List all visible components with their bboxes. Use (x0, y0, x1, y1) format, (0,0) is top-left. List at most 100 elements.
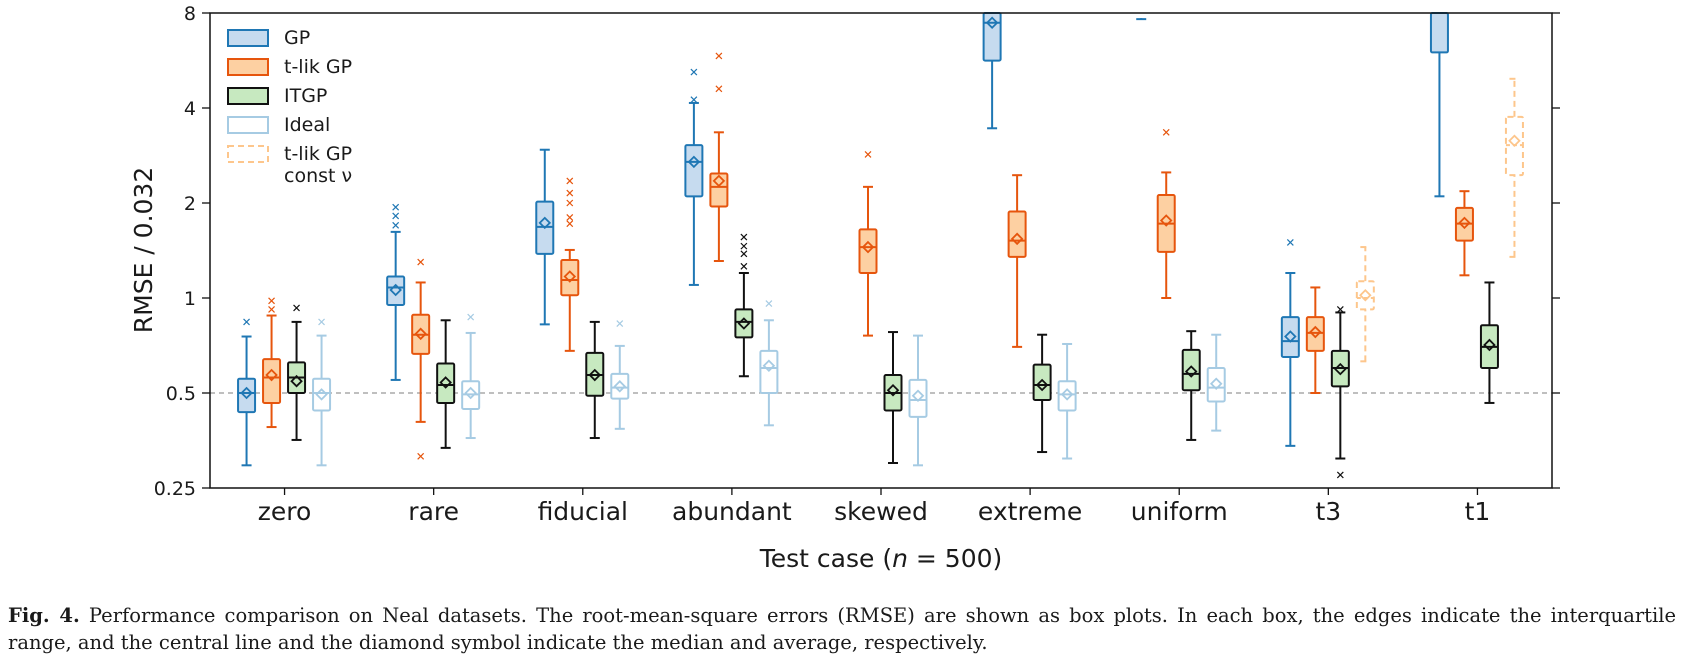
mean-diamond (762, 359, 776, 373)
box-fiducial (610, 320, 630, 430)
box-skewed (858, 151, 878, 337)
mean-diamond (1060, 388, 1074, 401)
box-extreme (982, 12, 1002, 130)
mean-diamond (1309, 325, 1322, 339)
box-t1 (1429, 12, 1449, 198)
outlier-marker (740, 250, 748, 258)
mean-diamond (911, 389, 925, 403)
x-tick-label: rare (408, 497, 459, 526)
legend-sublabel: const ν (284, 165, 352, 187)
x-tick-label: zero (258, 497, 312, 526)
box-abundant (759, 300, 779, 427)
mean-diamond (315, 388, 328, 401)
legend-swatch (227, 58, 269, 76)
mean-diamond (1483, 338, 1496, 352)
y-axis-label: RMSE / 0.032 (129, 167, 158, 334)
mean-diamond (290, 374, 303, 388)
mean-diamond (1184, 365, 1198, 378)
iqr-box (709, 172, 729, 208)
outlier-marker (1286, 239, 1294, 246)
box-zero (262, 297, 282, 429)
outlier-marker (417, 452, 425, 460)
outlier-marker (417, 258, 425, 266)
x-tick-label: t3 (1315, 497, 1341, 526)
iqr-box (1032, 363, 1052, 402)
mean-diamond (563, 270, 577, 283)
box-zero (237, 318, 257, 467)
mean-diamond (712, 174, 726, 188)
box-t3 (1305, 286, 1325, 394)
mean-diamond (389, 283, 402, 297)
caption-text: Performance comparison on Neal datasets.… (8, 604, 1676, 654)
x-tick-label: skewed (834, 497, 928, 526)
legend-label: ITGP (284, 85, 327, 107)
iqr-box (908, 378, 928, 418)
mean-diamond (1209, 377, 1223, 390)
outlier-marker (293, 304, 300, 312)
box-skewed (908, 334, 928, 467)
box-rare (386, 203, 406, 381)
series-itgp (287, 233, 1499, 479)
box-t1 (1479, 281, 1499, 404)
mean-diamond (737, 317, 751, 330)
outlier-marker (566, 220, 574, 228)
x-tick-label: abundant (672, 497, 792, 526)
box-zero (312, 318, 332, 467)
outlier-marker (566, 189, 574, 197)
mean-diamond (240, 386, 253, 400)
x-tick-label: fiducial (538, 497, 628, 526)
iqr-box (1429, 12, 1449, 54)
box-extreme (1032, 333, 1052, 454)
mean-diamond (1334, 362, 1347, 376)
box-uniform (1136, 18, 1147, 21)
outlier-marker (616, 320, 624, 327)
outlier-marker (864, 151, 872, 158)
box-uniform (1206, 333, 1226, 432)
outlier-marker (243, 318, 250, 326)
box-zero (287, 304, 307, 441)
box-skewed (883, 331, 903, 465)
mean-diamond (886, 384, 900, 397)
legend-item: t-lik GP (227, 56, 352, 78)
outlier-marker (566, 214, 574, 221)
box-t1 (1504, 77, 1524, 258)
box-abundant (734, 233, 754, 378)
mean-diamond (464, 386, 477, 400)
iqr-box (436, 362, 456, 404)
mean-diamond (538, 216, 552, 230)
box-plot-chart: 0.25 0.5 1 2 4 8 zero rare fiducial abundant skewe… (129, 3, 1560, 573)
iqr-box (560, 258, 580, 297)
outlier-marker (740, 233, 748, 241)
iqr-box (237, 377, 257, 414)
x-tick-label: uniform (1131, 497, 1228, 526)
legend-item: GP (227, 27, 310, 49)
legend-swatch (227, 29, 269, 47)
mean-diamond (1159, 214, 1173, 227)
iqr-box (1206, 367, 1226, 403)
outlier-marker (566, 199, 574, 207)
series-ideal (312, 300, 1226, 467)
outlier-marker (392, 203, 400, 211)
legend-swatch (227, 116, 269, 134)
series-t-lik-gp-const- (1355, 77, 1524, 363)
box-abundant (709, 52, 729, 262)
box-fiducial (585, 320, 605, 440)
mean-diamond (613, 380, 627, 393)
iqr-box (386, 275, 406, 307)
box-t1 (1454, 190, 1474, 277)
y-tick-label: 0.5 (166, 383, 196, 405)
mean-diamond (1035, 378, 1049, 392)
box-t3 (1280, 239, 1300, 447)
box-fiducial (535, 148, 555, 326)
y-tick-label: 1 (184, 288, 196, 310)
outlier-marker (467, 313, 475, 321)
box-uniform (1181, 330, 1201, 441)
iqr-box (312, 377, 332, 412)
outlier-marker (740, 242, 748, 250)
box-t3 (1355, 246, 1375, 363)
box-rare (411, 258, 431, 460)
outlier-marker (1162, 128, 1170, 136)
iqr-box (610, 372, 630, 400)
